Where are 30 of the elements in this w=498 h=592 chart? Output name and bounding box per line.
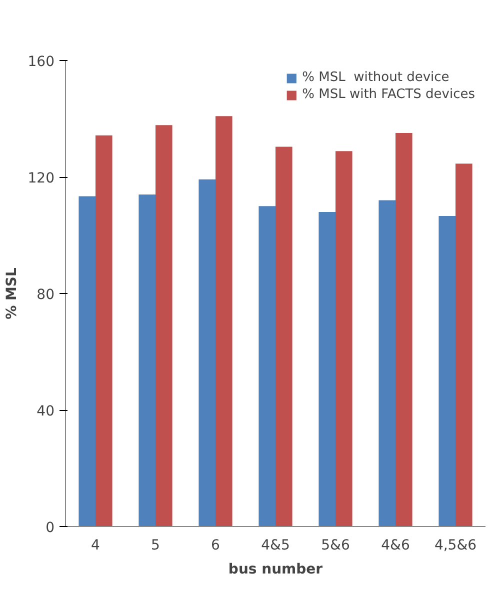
x-tick-label: 4&6	[381, 538, 410, 554]
bar	[96, 135, 112, 526]
y-tick-label: 80	[36, 287, 55, 303]
bar	[138, 194, 156, 526]
bar	[438, 216, 456, 526]
legend-label: % MSL with FACTS devices	[302, 87, 475, 102]
bar	[456, 164, 472, 526]
bar	[216, 116, 232, 526]
y-tick-label: 0	[46, 520, 55, 536]
y-tick-label: 120	[28, 170, 55, 186]
bar	[276, 146, 292, 526]
legend-label: % MSL without device	[302, 70, 450, 85]
x-tick-label: 5	[151, 538, 160, 554]
bar	[318, 212, 336, 526]
bar	[378, 200, 396, 526]
x-tick-label: 6	[211, 538, 220, 554]
x-axis-title: bus number	[228, 562, 323, 578]
bar	[156, 125, 172, 526]
y-tick-label: 160	[28, 54, 55, 70]
bar	[198, 179, 216, 526]
x-tick-label: 4&5	[261, 538, 290, 554]
bar	[336, 151, 352, 526]
x-tick-label: 4,5&6	[434, 538, 477, 554]
bar	[258, 206, 276, 526]
x-tick-label: 5&6	[321, 538, 350, 554]
y-axis-title: % MSL	[4, 268, 20, 320]
x-tick-label: 4	[91, 538, 100, 554]
bar	[78, 196, 96, 526]
bar	[396, 133, 412, 526]
y-tick-label: 40	[36, 404, 55, 420]
